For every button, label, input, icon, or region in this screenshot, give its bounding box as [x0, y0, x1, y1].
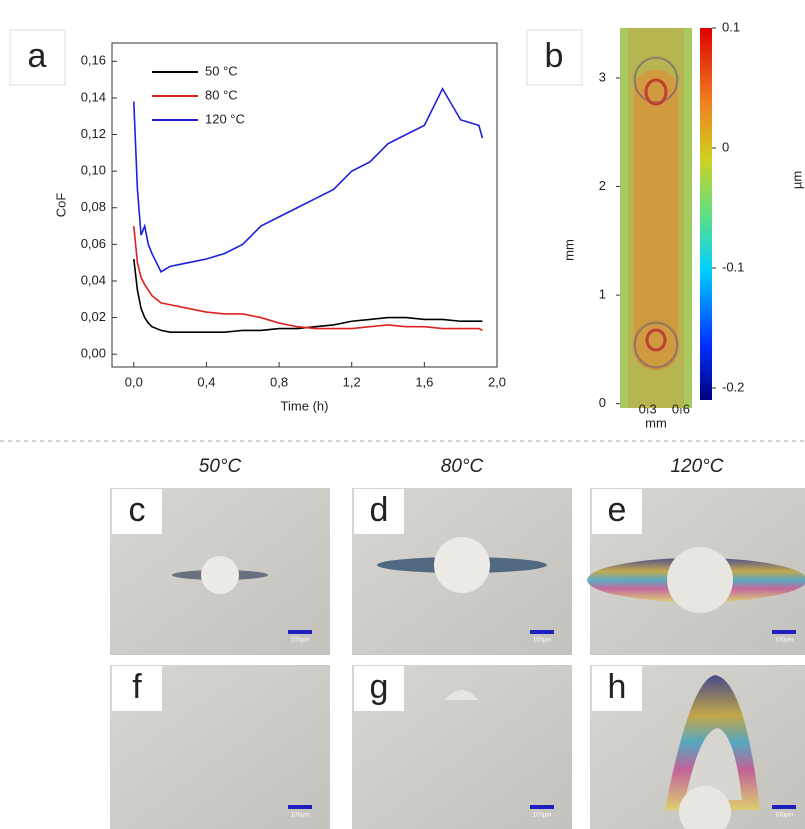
column-label: 120°C — [670, 456, 723, 477]
scale-label: 100µm — [291, 813, 309, 819]
y-tick-label: 0 — [599, 395, 606, 410]
plot-frame — [111, 42, 498, 368]
panel-letter: f — [132, 668, 142, 706]
y-axis-label: CoF — [53, 193, 68, 218]
y-tick-label: 0,12 — [81, 126, 106, 141]
scale-label: 100µm — [533, 813, 551, 819]
colorbar-tick-label: 0.1 — [722, 19, 740, 34]
scale-label: 100µm — [775, 813, 793, 819]
y-tick-label: 0,00 — [81, 346, 106, 361]
legend-label: 80 °C — [205, 87, 238, 102]
panel-letter-box — [112, 489, 642, 711]
x-axis-label: mm — [645, 415, 667, 430]
y-tick-label: 0,02 — [81, 309, 106, 324]
wear-track-map — [620, 28, 712, 408]
panel-letter: g — [370, 668, 389, 706]
colorbar-tick-label: 0 — [722, 139, 729, 154]
y-tick-label: 0,08 — [81, 199, 106, 214]
colorbar-tick-label: -0.2 — [722, 379, 744, 394]
x-tick-label: 2,0 — [488, 374, 506, 389]
scale-label: 100µm — [775, 638, 793, 644]
y-tick-label: 3 — [599, 69, 606, 84]
x-tick-label: 0.3 — [639, 401, 657, 416]
y-tick-label: 1 — [599, 287, 606, 302]
column-label: 80°C — [441, 456, 484, 477]
panel-letter: e — [608, 491, 627, 529]
x-tick-label: 0,8 — [270, 374, 288, 389]
x-tick-label: 0,0 — [125, 374, 143, 389]
panel-letter: b — [545, 37, 564, 75]
y-tick-label: 0,16 — [81, 53, 106, 68]
y-tick-label: 0,14 — [81, 89, 106, 104]
panel-letter: h — [608, 668, 627, 706]
series-line — [132, 87, 484, 273]
scale-label: 100µm — [291, 638, 309, 644]
legend-label: 120 °C — [205, 111, 245, 126]
letter-box — [526, 29, 583, 86]
scale-bar — [288, 630, 796, 809]
column-label: 50°C — [199, 456, 242, 477]
scale-label: 100µm — [533, 638, 551, 644]
panel-letter: d — [370, 491, 389, 529]
y-tick-label: 0,04 — [81, 272, 106, 287]
x-axis-label: Time (h) — [281, 398, 329, 413]
colorbar-tick-label: -0.1 — [722, 259, 744, 274]
legend-label: 50 °C — [205, 63, 238, 78]
x-tick-label: 1,6 — [415, 374, 433, 389]
y-axis-label: mm — [561, 239, 576, 261]
micrographs: 50°C 80°C 120°C c d e f g h 100µm 100µm … — [110, 456, 805, 829]
letter-box — [9, 29, 66, 86]
series-line — [132, 225, 483, 332]
y-tick-label: 2 — [599, 178, 606, 193]
series-line — [132, 258, 483, 334]
y-tick-label: 0,10 — [81, 163, 106, 178]
x-tick-label: 0,4 — [197, 374, 215, 389]
colorbar-label: µm — [789, 171, 804, 189]
x-tick-label: 0.6 — [672, 401, 690, 416]
x-tick-label: 1,2 — [343, 374, 361, 389]
y-tick-label: 0,06 — [81, 236, 106, 251]
panel-letter: c — [129, 491, 146, 529]
panel-letter: a — [28, 37, 47, 75]
